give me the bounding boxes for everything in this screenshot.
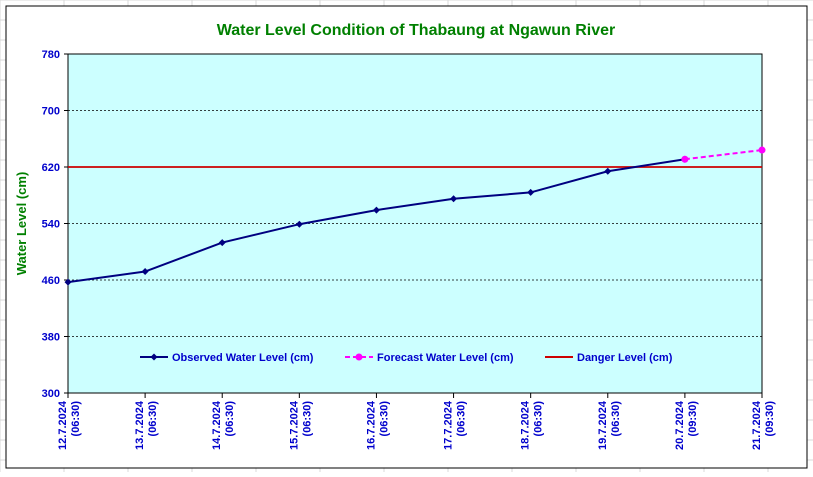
x-axis: 12.7.2024 (06:30) 13.7.2024 (06:30) 14.7.202… <box>57 393 776 450</box>
x-tick-label: 17.7.2024 (06:30) <box>443 400 468 450</box>
x-tick-date: 19.7.2024 <box>597 400 609 450</box>
x-tick-label: 18.7.2024 (06:30) <box>520 400 545 450</box>
y-axis: 300 380 460 540 620 700 780 <box>42 49 68 400</box>
plot-area <box>67 53 763 394</box>
x-tick-date: 20.7.2024 <box>674 400 686 450</box>
data-point <box>450 195 458 203</box>
x-tick-date: 21.7.2024 <box>751 400 763 450</box>
x-tick-date: 13.7.2024 <box>134 400 146 450</box>
x-tick-date: 12.7.2024 <box>57 400 69 450</box>
x-tick-label: 14.7.2024 (06:30) <box>211 400 236 450</box>
x-tick-time: (06:30) <box>224 401 236 437</box>
data-point <box>64 278 72 286</box>
x-tick-time: (06:30) <box>70 401 82 437</box>
y-tick-label: 300 <box>42 388 60 400</box>
y-axis-label: Water Level (cm) <box>14 172 29 276</box>
x-tick-label: 12.7.2024 (06:30) <box>57 400 82 450</box>
series-layer <box>64 146 766 286</box>
x-tick-time: (06:30) <box>301 401 313 437</box>
x-tick-date: 16.7.2024 <box>365 400 377 450</box>
x-tick-time: (06:30) <box>610 401 622 437</box>
series-forecast <box>681 146 766 163</box>
legend-label: Observed Water Level (cm) <box>172 352 314 364</box>
legend-item: Danger Level (cm) <box>545 352 673 364</box>
y-tick-label: 380 <box>42 332 60 344</box>
legend-item: Observed Water Level (cm) <box>140 352 314 364</box>
legend-label: Forecast Water Level (cm) <box>377 352 514 364</box>
x-tick-label: 16.7.2024 (06:30) <box>365 400 390 450</box>
x-tick-time: (09:30) <box>687 401 699 437</box>
x-tick-date: 14.7.2024 <box>211 400 223 450</box>
data-point <box>141 268 149 276</box>
x-tick-label: 21.7.2024 (09:30) <box>751 400 776 450</box>
x-tick-label: 19.7.2024 (06:30) <box>597 400 622 450</box>
x-tick-label: 13.7.2024 (06:30) <box>134 400 159 450</box>
legend-label: Danger Level (cm) <box>577 352 673 364</box>
x-tick-time: (06:30) <box>147 401 159 437</box>
x-tick-label: 20.7.2024 (09:30) <box>674 400 699 450</box>
legend-item: Forecast Water Level (cm) <box>345 352 514 364</box>
y-tick-label: 700 <box>42 106 60 118</box>
series-line-forecast <box>684 149 763 161</box>
legend-marker <box>355 353 363 361</box>
x-tick-label: 15.7.2024 (06:30) <box>288 400 313 450</box>
data-point <box>295 220 303 228</box>
x-tick-date: 17.7.2024 <box>443 400 455 450</box>
y-tick-label: 540 <box>42 219 60 231</box>
y-tick-label: 460 <box>42 275 60 287</box>
legend: Observed Water Level (cm) Forecast Water … <box>140 352 673 364</box>
chart-title: Water Level Condition of Thabaung at Nga… <box>217 22 616 39</box>
data-point <box>527 188 535 196</box>
data-point <box>372 206 380 214</box>
data-point <box>218 239 226 247</box>
x-tick-date: 18.7.2024 <box>520 400 532 450</box>
data-point <box>604 167 612 175</box>
data-point <box>758 146 766 154</box>
x-tick-time: (09:30) <box>764 401 776 437</box>
x-tick-time: (06:30) <box>533 401 545 437</box>
x-tick-time: (06:30) <box>456 401 468 437</box>
y-tick-label: 620 <box>42 162 60 174</box>
y-tick-label: 780 <box>42 49 60 61</box>
x-tick-date: 15.7.2024 <box>288 400 300 450</box>
data-point <box>681 155 689 163</box>
x-tick-time: (06:30) <box>378 401 390 437</box>
legend-marker <box>150 353 158 361</box>
